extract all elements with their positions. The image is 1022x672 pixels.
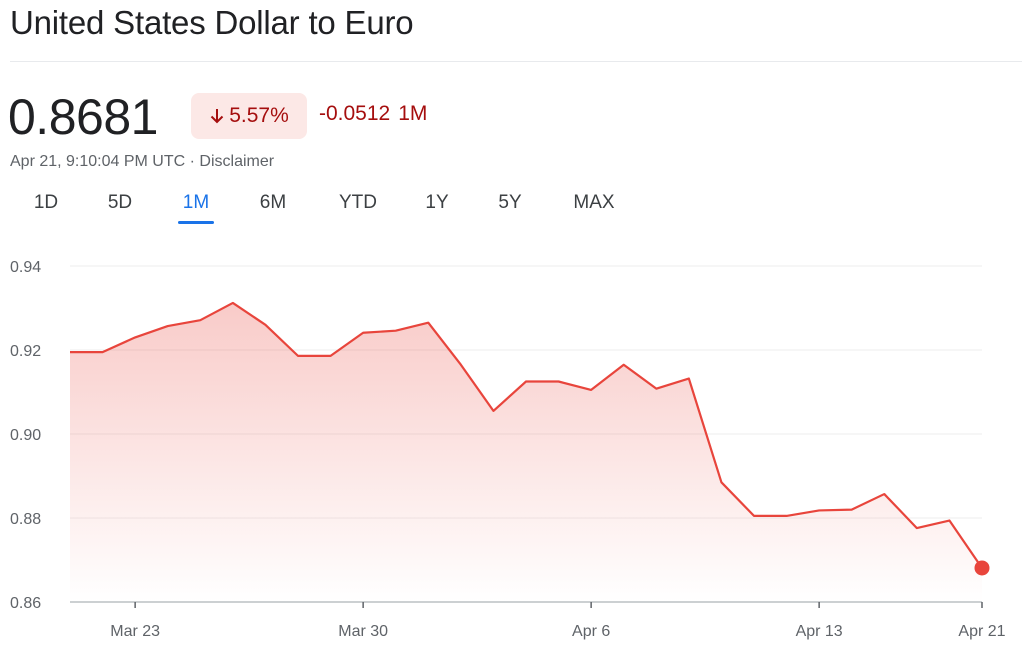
data-point <box>752 514 756 518</box>
percent-change-badge: 5.57% <box>191 93 307 139</box>
data-point <box>459 363 463 367</box>
data-point <box>166 324 170 328</box>
data-point <box>101 350 105 354</box>
tab-1m[interactable]: 1M <box>178 192 214 226</box>
range-tabs: 1D 5D 1M 6M YTD 1Y 5Y MAX <box>0 192 660 226</box>
tab-1d[interactable]: 1D <box>33 192 59 213</box>
data-point <box>198 318 202 322</box>
data-point <box>361 331 365 335</box>
y-tick-label: 0.90 <box>10 427 41 444</box>
page-title: United States Dollar to Euro <box>10 4 414 41</box>
data-point <box>589 388 593 392</box>
data-point <box>817 508 821 512</box>
data-point <box>524 380 528 384</box>
y-tick-label: 0.88 <box>10 511 41 528</box>
header-divider <box>10 61 1022 62</box>
current-rate: 0.8681 <box>8 89 158 145</box>
x-tick-label: Apr 21 <box>958 623 1005 640</box>
data-point <box>687 377 691 381</box>
data-point <box>622 363 626 367</box>
data-point <box>296 354 300 358</box>
tab-1y[interactable]: 1Y <box>425 192 449 213</box>
data-point <box>263 323 267 327</box>
data-point <box>133 335 137 339</box>
data-point <box>557 380 561 384</box>
x-tick-label: Apr 6 <box>572 623 610 640</box>
x-axis: Mar 23 Mar 30 Apr 6 Apr 13 Apr 21 <box>110 602 1006 640</box>
percent-change-value: 5.57% <box>229 104 289 127</box>
change-period: 1M <box>398 102 428 125</box>
data-point <box>394 329 398 333</box>
chart-plot <box>68 301 990 602</box>
x-tick-label: Mar 30 <box>338 623 388 640</box>
data-point <box>785 514 789 518</box>
y-tick-label: 0.86 <box>10 595 41 612</box>
tab-ytd[interactable]: YTD <box>339 192 377 213</box>
y-axis: 0.94 0.92 0.90 0.88 0.86 <box>10 259 41 612</box>
data-point <box>719 480 723 484</box>
data-point <box>231 301 235 305</box>
x-tick-label: Apr 13 <box>796 623 843 640</box>
data-point <box>915 526 919 530</box>
tab-6m[interactable]: 6M <box>259 192 287 213</box>
data-point <box>491 409 495 413</box>
data-point <box>654 387 658 391</box>
arrow-down-icon <box>209 107 225 125</box>
disclaimer-link[interactable]: Disclaimer <box>199 153 275 170</box>
data-point <box>947 519 951 523</box>
timestamp: Apr 21, 9:10:04 PM UTC · <box>10 153 200 170</box>
absolute-change-value: -0.0512 <box>319 102 391 125</box>
series-area <box>70 302 982 602</box>
data-point <box>850 508 854 512</box>
timestamp-line: Apr 21, 9:10:04 PM UTC · Disclaimer <box>10 153 274 171</box>
tab-max[interactable]: MAX <box>573 192 615 213</box>
last-value-marker <box>974 560 990 576</box>
data-point <box>882 492 886 496</box>
absolute-change: -0.0512 1M <box>319 102 435 126</box>
tab-5y[interactable]: 5Y <box>498 192 522 213</box>
x-tick-label: Mar 23 <box>110 623 160 640</box>
series-line <box>70 301 983 569</box>
data-point <box>329 354 333 358</box>
data-point <box>426 321 430 325</box>
y-tick-label: 0.94 <box>10 259 41 276</box>
tab-5d[interactable]: 5D <box>107 192 133 213</box>
data-point <box>68 350 72 354</box>
y-tick-label: 0.92 <box>10 343 41 360</box>
